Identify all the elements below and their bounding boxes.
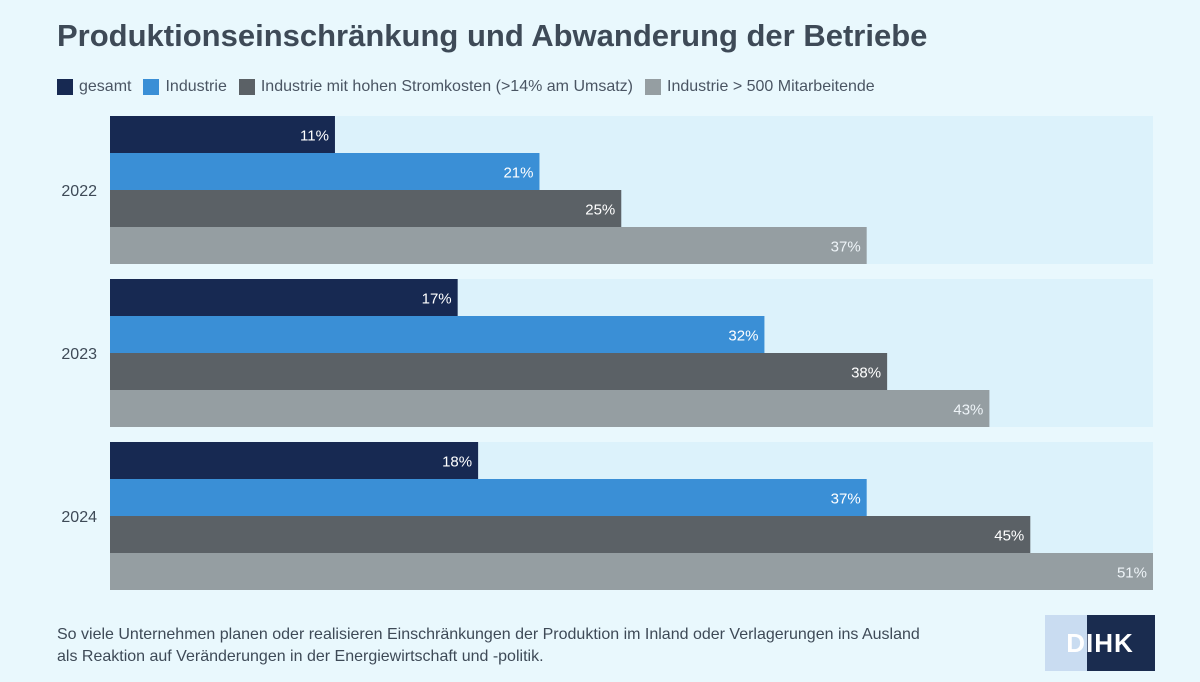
data-label-2022-gesamt: 11% (300, 128, 329, 145)
bar-2023-industrie (110, 316, 765, 353)
legend-item-gesamt: gesamt (57, 78, 131, 96)
footnote-line-2: als Reaktion auf Veränderungen in der En… (57, 648, 544, 665)
logo-dark-panel (1087, 615, 1155, 671)
legend-swatch-500-mitarbeitende (645, 79, 661, 95)
footnote-line-1: So viele Unternehmen planen oder realisi… (57, 626, 920, 643)
data-label-2023-industrie-mit-hohen-stromkosten-14-am-umsatz: 38% (851, 365, 881, 382)
bar-2023-industrie-500-mitarbeitende (110, 390, 990, 427)
legend-item-stromkosten: Industrie mit hohen Stromkosten (>14% am… (238, 78, 633, 96)
legend-swatch-gesamt (57, 79, 73, 95)
data-label-2022-industrie: 21% (503, 165, 533, 182)
legend-label-500-mitarbeitende: Industrie > 500 Mitarbeitende (667, 78, 875, 95)
data-label-2024-gesamt: 18% (442, 454, 472, 471)
bar-2022-industrie (110, 153, 540, 190)
data-label-2022-industrie-500-mitarbeitende: 37% (831, 239, 861, 256)
category-label-2023: 2023 (61, 346, 97, 363)
bar-2024-industrie-500-mitarbeitende (110, 553, 1153, 590)
legend-label-stromkosten: Industrie mit hohen Stromkosten (>14% am… (260, 78, 633, 95)
legend-swatch-stromkosten (238, 79, 255, 95)
bar-2024-industrie (110, 479, 867, 516)
footnote: So viele Unternehmen planen oder realisi… (57, 624, 1037, 668)
legend: gesamt Industrie Industrie mit hohen Str… (57, 76, 875, 98)
logo-text: DIHK (1066, 628, 1134, 658)
data-label-2022-industrie-mit-hohen-stromkosten-14-am-umsatz: 25% (585, 202, 615, 219)
bar-2024-gesamt (110, 442, 479, 479)
chart-title: Produktionseinschränkung und Abwanderung… (57, 18, 928, 53)
legend-item-industrie: Industrie (143, 78, 227, 96)
bar-2024-industrie-mit-hohen-stromkosten-14-am-umsatz (110, 516, 1031, 553)
dihk-logo: DIHK (1045, 615, 1155, 671)
bar-2023-industrie-mit-hohen-stromkosten-14-am-umsatz (110, 353, 888, 390)
category-label-2022: 2022 (61, 183, 97, 200)
category-label-2024: 2024 (61, 509, 97, 526)
legend-item-500-mitarbeitende: Industrie > 500 Mitarbeitende (645, 78, 875, 96)
bar-2022-industrie-mit-hohen-stromkosten-14-am-umsatz (110, 190, 622, 227)
bar-2022-gesamt (110, 116, 335, 153)
legend-label-industrie: Industrie (165, 78, 227, 95)
data-label-2023-industrie-500-mitarbeitende: 43% (953, 402, 983, 419)
bar-2023-gesamt (110, 279, 458, 316)
data-label-2024-industrie-mit-hohen-stromkosten-14-am-umsatz: 45% (994, 528, 1024, 545)
legend-swatch-industrie (143, 79, 160, 95)
bar-2022-industrie-500-mitarbeitende (110, 227, 867, 264)
data-label-2023-industrie: 32% (728, 328, 758, 345)
data-label-2023-gesamt: 17% (422, 291, 452, 308)
data-label-2024-industrie: 37% (831, 491, 861, 508)
data-label-2024-industrie-500-mitarbeitende: 51% (1117, 565, 1147, 582)
legend-label-gesamt: gesamt (79, 78, 132, 95)
